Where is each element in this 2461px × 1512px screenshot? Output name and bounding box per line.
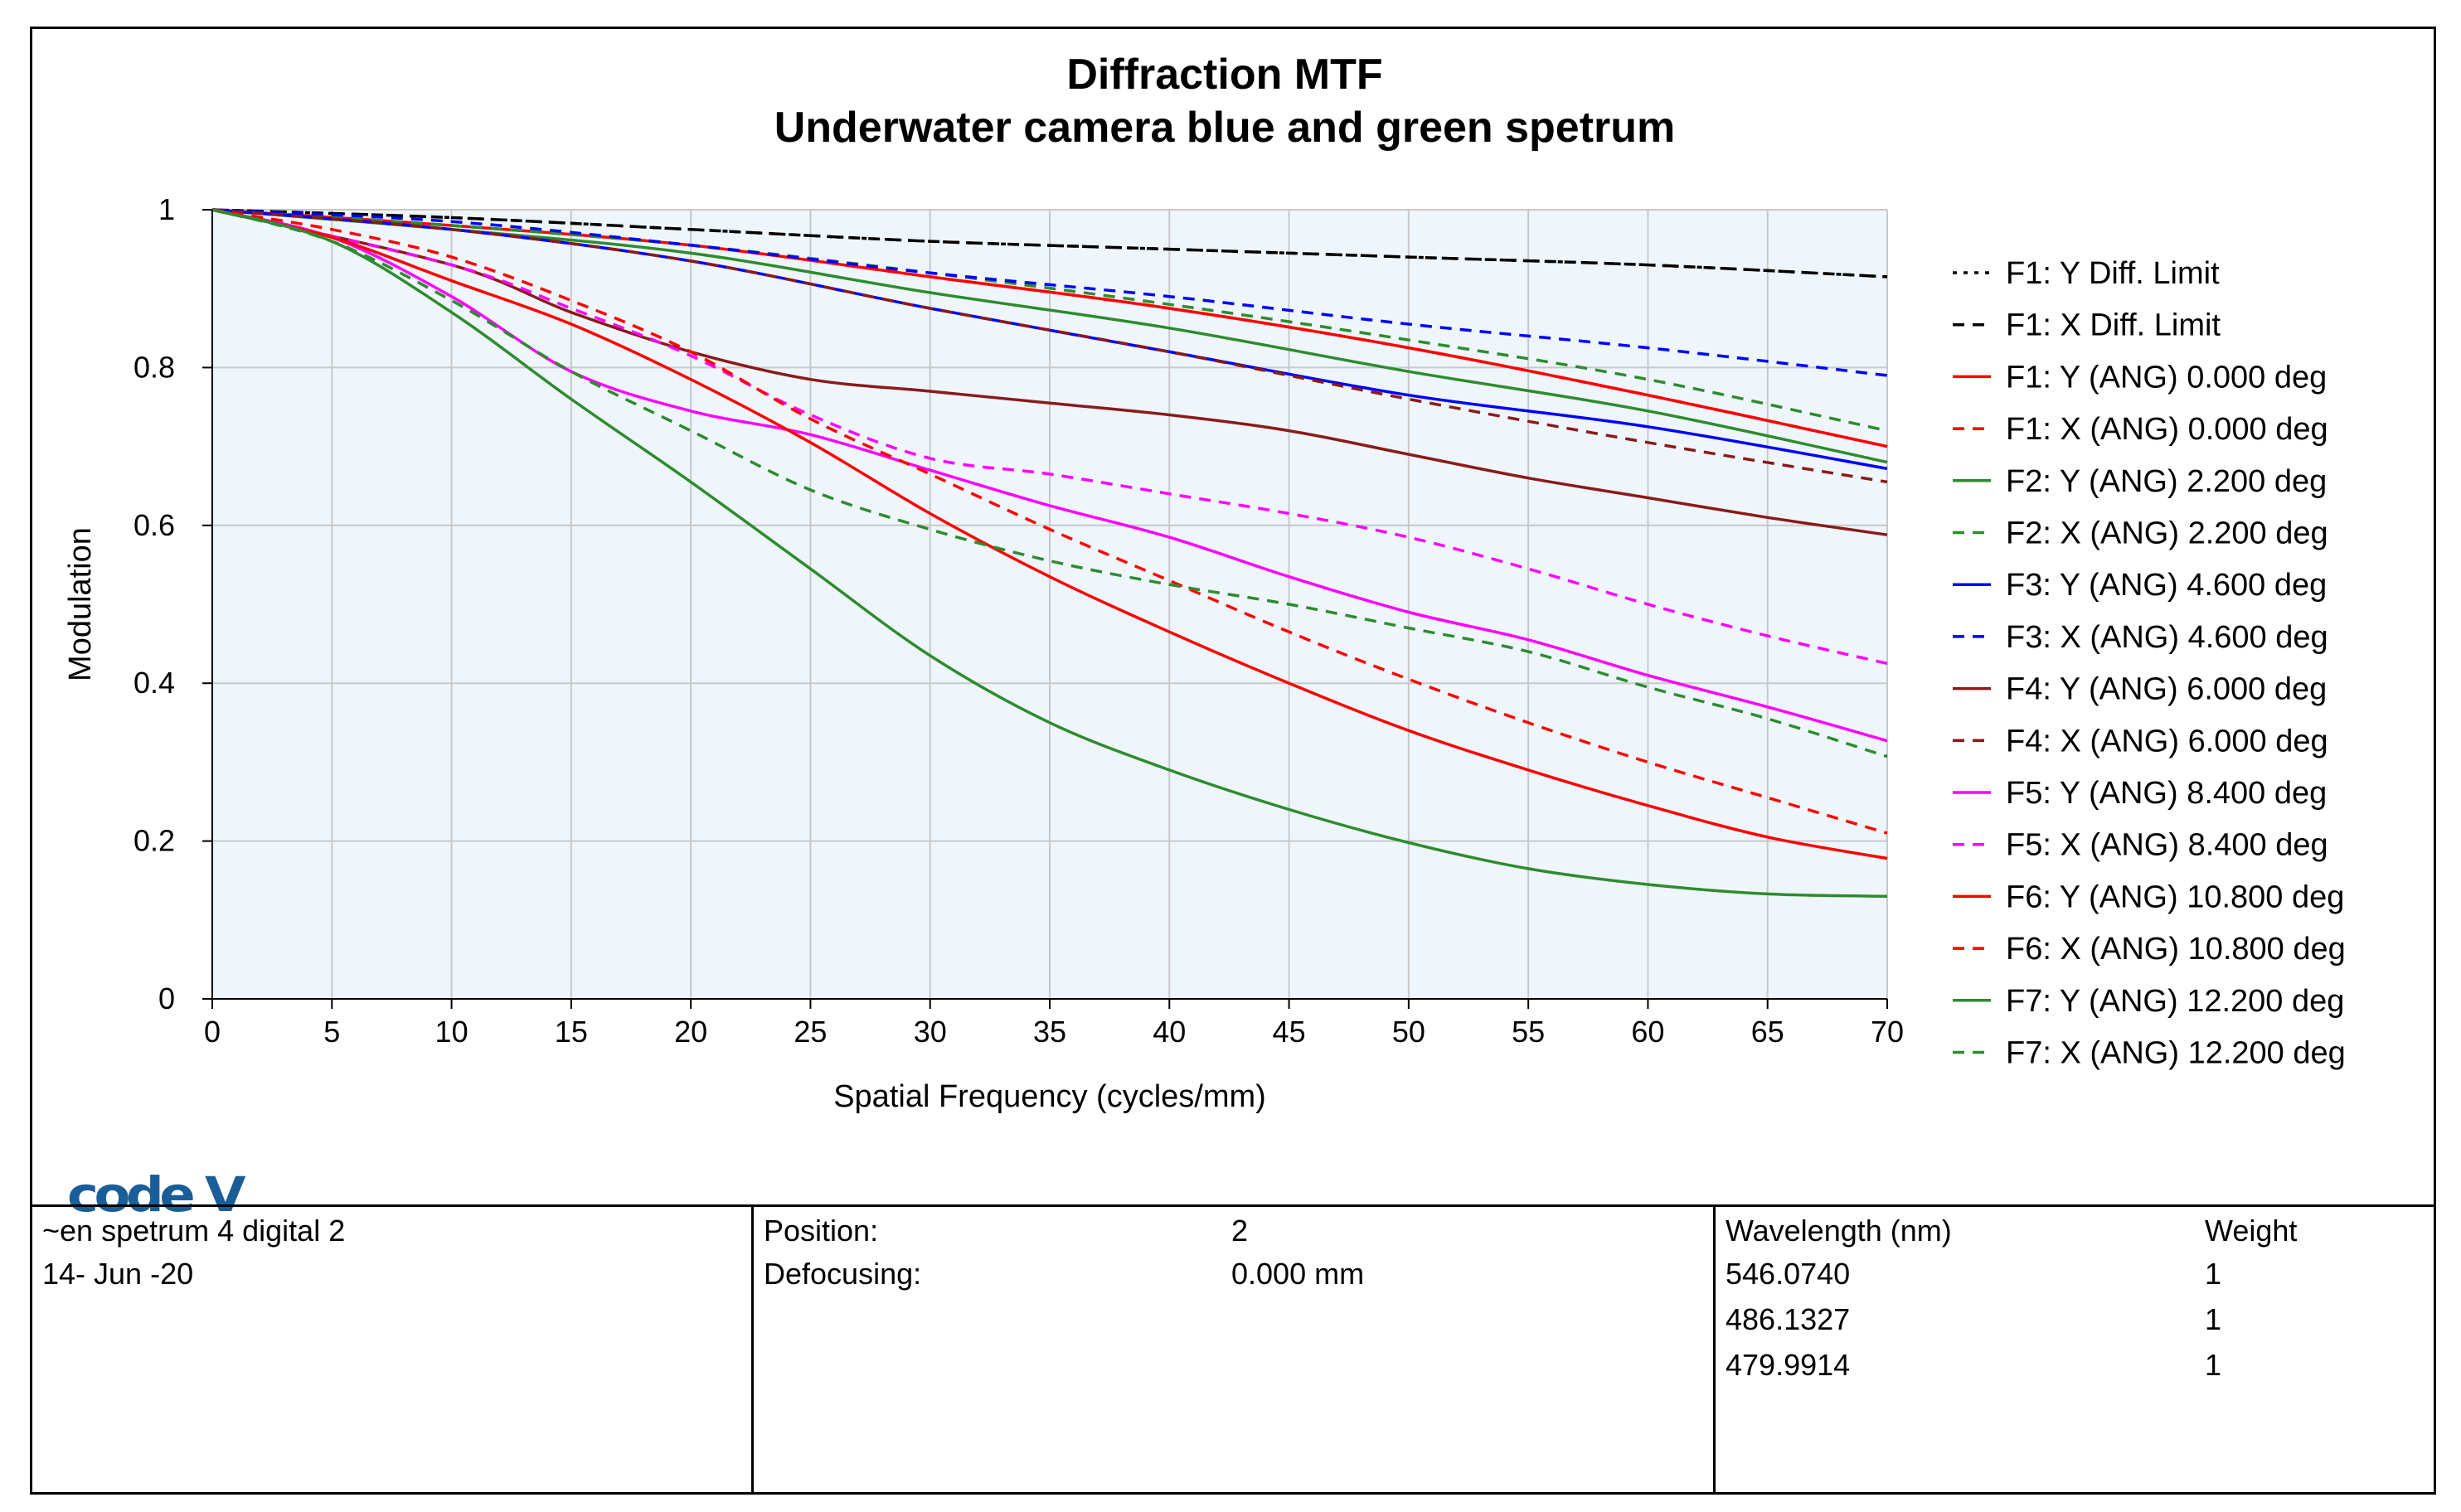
- info-cell-wavelengths: Wavelength (nm) Weight 546.0740 1 486.13…: [1716, 1207, 2434, 1495]
- weight-3: 1: [2205, 1348, 2222, 1382]
- chart-title: Diffraction MTF: [1066, 51, 1382, 99]
- wavelength-1: 546.0740: [1726, 1257, 1851, 1291]
- weight-2: 1: [2205, 1302, 2222, 1336]
- weight-1: 1: [2205, 1257, 2222, 1291]
- codev-logo: code V: [67, 1166, 250, 1223]
- y-tick-label: 0: [158, 981, 175, 1015]
- defocus-value: 0.000 mm: [1231, 1257, 1365, 1291]
- x-tick-label: 35: [1033, 1015, 1066, 1049]
- legend-entry: F3: X (ANG) 4.600 deg: [2006, 620, 2328, 655]
- file-name: ~en spetrum 4 digital 2: [42, 1214, 346, 1248]
- series-line-9: [211, 208, 1888, 536]
- x-tick-label: 55: [1512, 1015, 1545, 1049]
- wavelength-3: 479.9914: [1726, 1348, 1851, 1382]
- series-line-10: [211, 208, 1888, 484]
- legend-entry: F2: X (ANG) 2.200 deg: [2006, 516, 2328, 551]
- info-table: ~en spetrum 4 digital 2 14- Jun -20 Posi…: [32, 1204, 2434, 1495]
- legend-entry: F1: X Diff. Limit: [2006, 308, 2221, 343]
- defocus-label: Defocusing:: [764, 1257, 922, 1291]
- mtf-report-frame: Diffraction MTF Underwater camera blue a…: [30, 27, 2436, 1495]
- series-line-14: [211, 208, 1888, 835]
- series-line-11: [211, 208, 1888, 743]
- x-tick-label: 65: [1751, 1015, 1784, 1049]
- x-axis-label: Spatial Frequency (cycles/mm): [833, 1079, 1266, 1114]
- x-tick-label: 60: [1631, 1015, 1664, 1049]
- y-tick-label: 1: [158, 192, 175, 226]
- chart-subtitle: Underwater camera blue and green spetrum: [774, 104, 1676, 152]
- x-tick-label: 50: [1392, 1015, 1425, 1049]
- x-tick-label: 45: [1273, 1015, 1306, 1049]
- legend-entry: F5: X (ANG) 8.400 deg: [2006, 828, 2328, 863]
- x-tick-label: 15: [555, 1015, 588, 1049]
- x-tick-label: 20: [674, 1015, 707, 1049]
- series-lines: [211, 208, 1888, 898]
- codev-logo-text: code V: [67, 1166, 246, 1223]
- position-label: Position:: [764, 1214, 879, 1248]
- series-line-2: [211, 208, 1888, 279]
- series-line-6: [211, 208, 1888, 433]
- y-axis-label: Modulation: [63, 527, 98, 681]
- legend-entry: F6: Y (ANG) 10.800 deg: [2006, 880, 2344, 914]
- y-tick-label: 0.8: [133, 350, 175, 384]
- x-tick-label: 0: [204, 1015, 221, 1049]
- wavelength-header: Wavelength (nm): [1726, 1214, 1952, 1248]
- y-tick-label: 0.2: [133, 824, 175, 858]
- legend-entry: F2: Y (ANG) 2.200 deg: [2006, 464, 2327, 499]
- legend-entry: F7: X (ANG) 12.200 deg: [2006, 1036, 2346, 1071]
- axis-ticks: 0 5 10 15 20 25 30 35 40 45 50 55 60 65 70 0 0.2 0.4 0.6 0.…: [133, 192, 1904, 1049]
- legend-entry: F5: Y (ANG) 8.400 deg: [2006, 776, 2327, 811]
- legend-entry: F1: X (ANG) 0.000 deg: [2006, 412, 2328, 447]
- y-tick-label: 0.6: [133, 508, 175, 542]
- file-date: 14- Jun -20: [42, 1257, 194, 1291]
- legend-entry: F1: Y (ANG) 0.000 deg: [2006, 360, 2327, 395]
- x-tick-label: 5: [323, 1015, 340, 1049]
- x-tick-label: 30: [914, 1015, 947, 1049]
- legend-entry: F4: X (ANG) 6.000 deg: [2006, 724, 2328, 758]
- x-tick-label: 40: [1153, 1015, 1186, 1049]
- legend-entry: F3: Y (ANG) 4.600 deg: [2006, 568, 2327, 603]
- series-line-8: [211, 208, 1888, 377]
- x-tick-label: 25: [794, 1015, 827, 1049]
- position-value: 2: [1231, 1214, 1249, 1248]
- legend-entry: F7: Y (ANG) 12.200 deg: [2006, 984, 2344, 1019]
- legend: F1: Y Diff. Limit F1: X Diff. Limit F1: Y …: [1953, 256, 2346, 1071]
- weight-header: Weight: [2205, 1214, 2298, 1248]
- x-tick-label: 70: [1871, 1015, 1904, 1049]
- wavelength-2: 486.1327: [1726, 1302, 1851, 1336]
- info-cell-file: ~en spetrum 4 digital 2 14- Jun -20: [32, 1207, 754, 1495]
- legend-entry: F6: X (ANG) 10.800 deg: [2006, 932, 2346, 967]
- x-tick-label: 10: [435, 1015, 468, 1049]
- series-line-12: [211, 208, 1888, 666]
- legend-entry: F4: Y (ANG) 6.000 deg: [2006, 672, 2327, 707]
- legend-entry: F1: Y Diff. Limit: [2006, 256, 2220, 291]
- info-cell-position: Position: 2 Defocusing: 0.000 mm: [754, 1207, 1716, 1495]
- series-line-4: [211, 208, 1888, 448]
- mtf-chart: Diffraction MTF Underwater camera blue a…: [63, 51, 2346, 1114]
- series-line-15: [211, 208, 1888, 898]
- y-tick-label: 0.4: [133, 666, 175, 700]
- series-line-16: [211, 208, 1888, 758]
- series-line-13: [211, 208, 1888, 860]
